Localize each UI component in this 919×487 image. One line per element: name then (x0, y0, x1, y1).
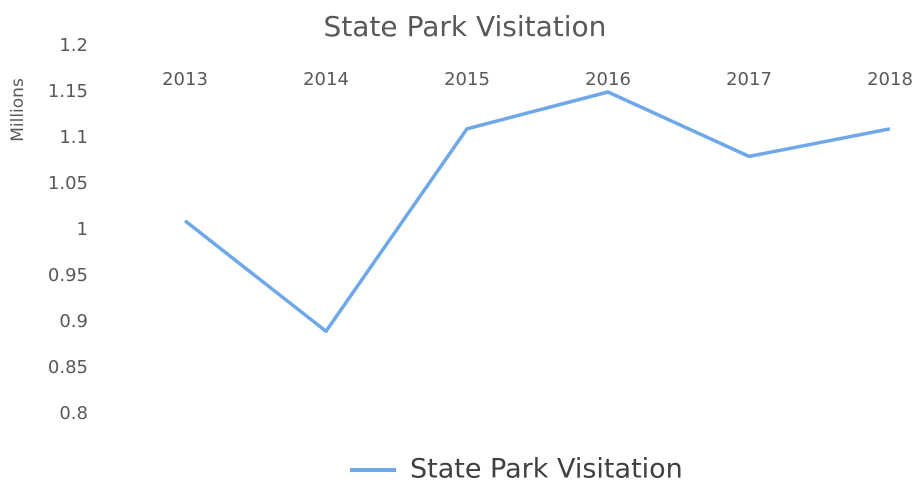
x-tick-label: 2015 (444, 69, 490, 90)
y-tick-label: 0.8 (59, 403, 88, 424)
line-series (183, 90, 891, 333)
x-tick-label: 2018 (867, 69, 913, 90)
y-tick-label: 0.9 (59, 311, 88, 332)
chart-title: State Park Visitation (324, 10, 607, 43)
x-tick-label: 2014 (303, 69, 349, 90)
y-axis-label: Millions (8, 78, 28, 142)
x-tick-label: 2016 (585, 69, 631, 90)
y-tick-label: 1.2 (59, 35, 88, 56)
legend-label: State Park Visitation (410, 454, 683, 485)
y-tick-label: 1.05 (48, 173, 88, 194)
y-tick-label: 1 (77, 219, 88, 240)
x-tick-label: 2013 (162, 69, 208, 90)
x-tick-label: 2017 (726, 69, 772, 90)
y-tick-label: 1.15 (48, 81, 88, 102)
y-tick-label: 1.1 (59, 127, 88, 148)
y-tick-label: 0.85 (48, 357, 88, 378)
y-tick-label: 0.95 (48, 265, 88, 286)
